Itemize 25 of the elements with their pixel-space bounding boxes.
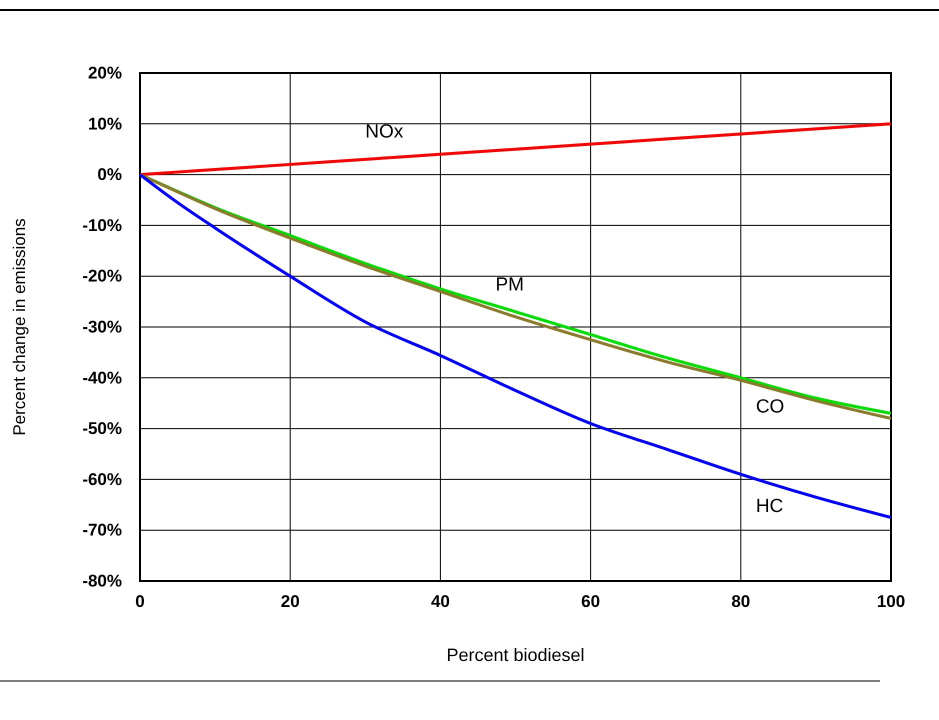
x-axis-title: Percent biodiesel — [446, 645, 585, 665]
line-series — [138, 173, 892, 519]
y-axis-title: Percent change in emissions — [10, 218, 29, 436]
y-tick-label: -30% — [82, 317, 122, 336]
x-tick-label: 20 — [280, 592, 300, 612]
series-label: NOx — [365, 121, 404, 142]
x-tick-label: 100 — [876, 592, 906, 612]
y-tick-label: -70% — [82, 520, 122, 540]
x-tick-label: 60 — [581, 592, 600, 612]
y-tick-label: -10% — [82, 216, 122, 235]
x-tick-label: 40 — [430, 592, 450, 612]
y-tick-label: -50% — [82, 419, 122, 438]
line-series — [138, 122, 892, 176]
y-tick-label: 0% — [97, 165, 122, 184]
y-tick-label: -20% — [82, 266, 122, 286]
series-label: PM — [495, 274, 524, 296]
x-tick-label: 80 — [731, 592, 750, 612]
y-tick-label: -40% — [82, 368, 122, 388]
x-tick-label: 0 — [135, 592, 145, 612]
series-label: HC — [756, 496, 784, 517]
y-tick-label: 10% — [88, 114, 122, 134]
y-tick-label: 20% — [88, 63, 122, 82]
series-label: CO — [756, 396, 784, 418]
y-tick-label: -80% — [82, 571, 122, 590]
y-tick-label: -60% — [82, 470, 122, 489]
